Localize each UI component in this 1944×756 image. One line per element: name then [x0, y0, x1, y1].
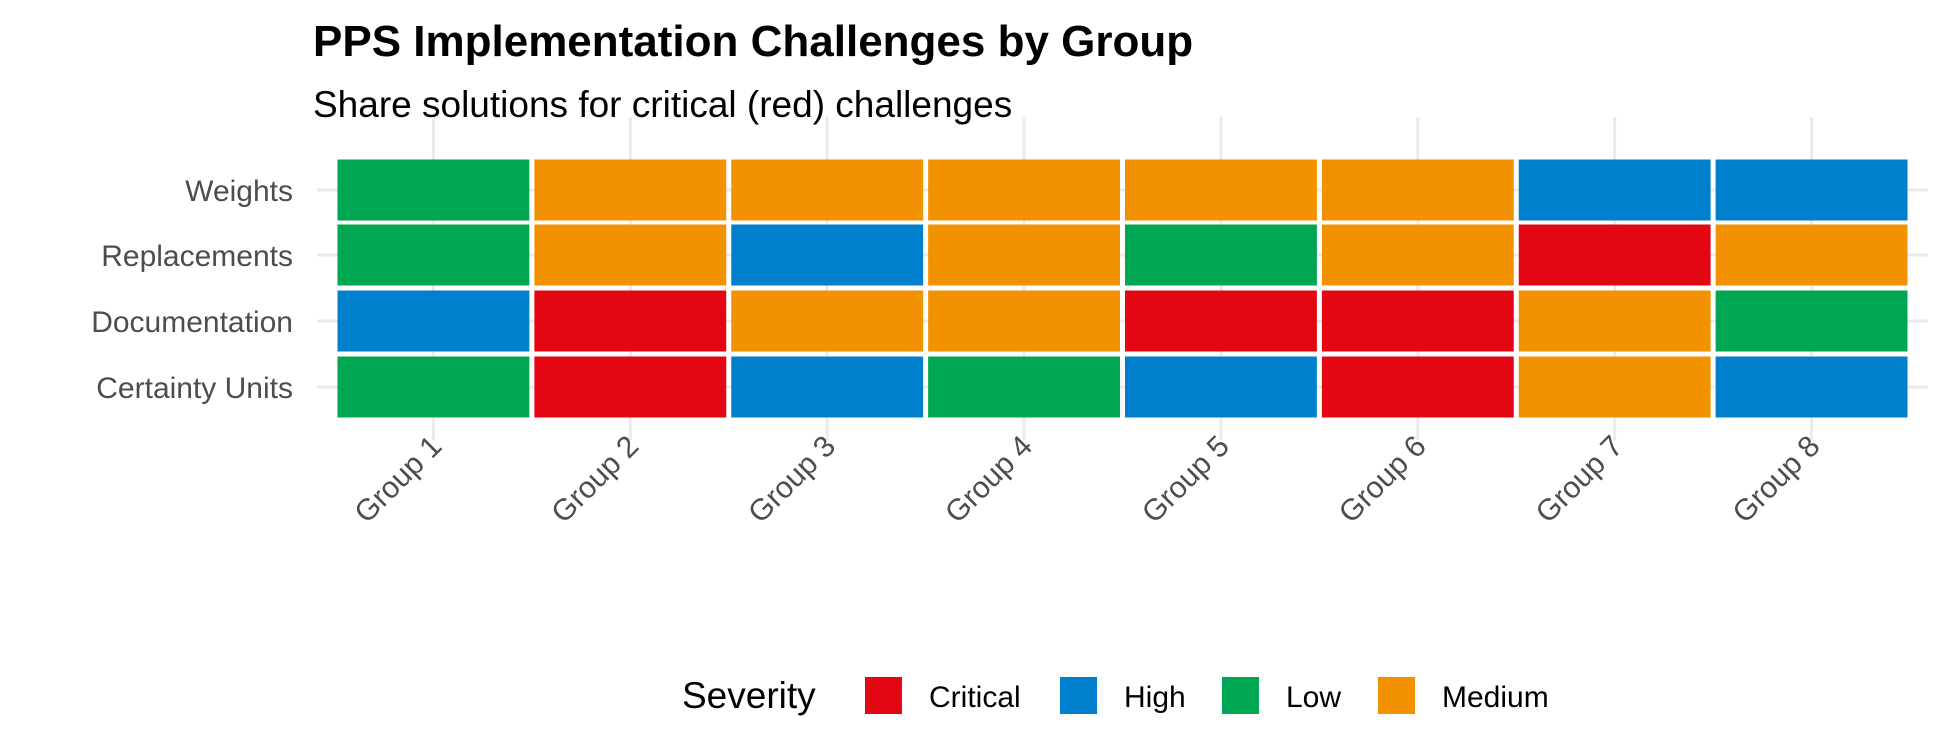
y-tick-label-weights: Weights — [185, 175, 293, 208]
heatmap-tile-documentation-group-4 — [928, 290, 1120, 352]
legend-label-critical: Critical — [929, 681, 1021, 714]
heatmap-tile-documentation-group-6 — [1321, 290, 1514, 352]
heatmap-tile-weights-group-3 — [731, 159, 924, 221]
x-tick-label-group-1: Group 1 — [348, 430, 448, 530]
heatmap-tile-certainty-units-group-8 — [1715, 356, 1908, 418]
legend-swatch-low — [1222, 677, 1259, 714]
x-tick-label-group-8: Group 8 — [1727, 430, 1827, 530]
y-tick-label-certainty-units: Certainty Units — [96, 372, 293, 405]
heatmap-tile-weights-group-2 — [534, 159, 727, 221]
y-tick-label-documentation: Documentation — [91, 306, 293, 339]
x-tick-label-group-5: Group 5 — [1136, 430, 1236, 530]
heatmap-tile-documentation-group-1 — [337, 290, 530, 352]
x-axis-labels: Group 1 Group 2 Group 3 Group 4 Group 5 Group… — [348, 430, 1826, 530]
legend-swatch-high — [1060, 677, 1097, 714]
heatmap-tile-weights-group-8 — [1715, 159, 1908, 221]
heatmap-tile-replacements-group-5 — [1125, 224, 1317, 286]
heatmap-tile-replacements-group-7 — [1518, 224, 1711, 286]
heatmap-tile-weights-group-5 — [1125, 159, 1317, 221]
legend-label-high: High — [1124, 681, 1186, 714]
heatmap-tile-documentation-group-2 — [534, 290, 727, 352]
legend-label-medium: Medium — [1442, 681, 1549, 714]
heatmap-tile-replacements-group-2 — [534, 224, 727, 286]
x-tick-label-group-4: Group 4 — [939, 430, 1039, 530]
heatmap-tiles — [337, 159, 1908, 418]
x-tick-label-group-3: Group 3 — [742, 430, 842, 530]
legend-title: Severity — [682, 675, 816, 716]
heatmap-tile-certainty-units-group-5 — [1125, 356, 1317, 418]
heatmap-tile-documentation-group-5 — [1125, 290, 1317, 352]
heatmap-tile-certainty-units-group-2 — [534, 356, 727, 418]
heatmap-tile-certainty-units-group-6 — [1321, 356, 1514, 418]
legend: Severity Critical High Low Medium — [682, 675, 1549, 716]
heatmap-tile-weights-group-1 — [337, 159, 530, 221]
heatmap-tile-weights-group-6 — [1321, 159, 1514, 221]
heatmap-tile-documentation-group-3 — [731, 290, 924, 352]
heatmap-tile-replacements-group-8 — [1715, 224, 1908, 286]
heatmap-tile-documentation-group-7 — [1518, 290, 1711, 352]
chart-subtitle: Share solutions for critical (red) chall… — [313, 84, 1012, 125]
x-tick-label-group-2: Group 2 — [545, 430, 645, 530]
heatmap-tile-replacements-group-4 — [928, 224, 1120, 286]
legend-swatch-medium — [1378, 677, 1415, 714]
heatmap-tile-certainty-units-group-4 — [928, 356, 1120, 418]
legend-swatch-critical — [865, 677, 902, 714]
x-tick-label-group-6: Group 6 — [1333, 430, 1433, 530]
chart-title: PPS Implementation Challenges by Group — [313, 17, 1193, 66]
y-axis-labels: Weights Replacements Documentation Certaint… — [91, 175, 293, 405]
y-tick-label-replacements: Replacements — [101, 240, 293, 273]
heatmap-tile-replacements-group-3 — [731, 224, 924, 286]
heatmap-tile-certainty-units-group-1 — [337, 356, 530, 418]
heatmap-tile-replacements-group-6 — [1321, 224, 1514, 286]
heatmap-tile-documentation-group-8 — [1715, 290, 1908, 352]
x-tick-label-group-7: Group 7 — [1530, 430, 1630, 530]
heatmap-tile-certainty-units-group-3 — [731, 356, 924, 418]
heatmap-tile-weights-group-7 — [1518, 159, 1711, 221]
heatmap-tile-replacements-group-1 — [337, 224, 530, 286]
heatmap-tile-weights-group-4 — [928, 159, 1120, 221]
legend-label-low: Low — [1286, 681, 1341, 714]
heatmap-tile-certainty-units-group-7 — [1518, 356, 1711, 418]
